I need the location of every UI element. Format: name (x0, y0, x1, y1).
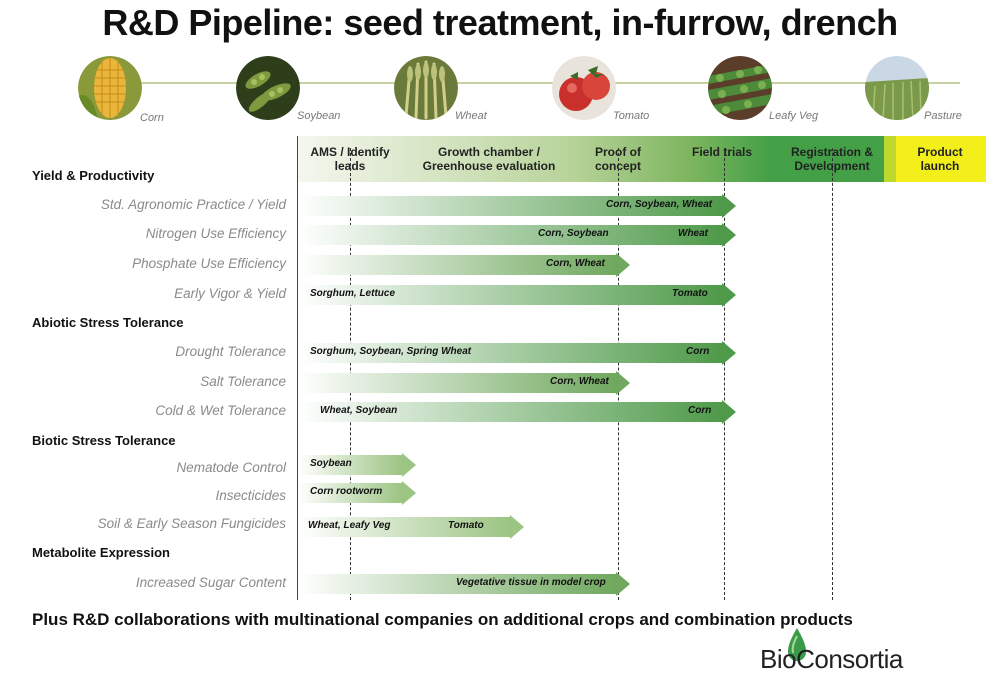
tomato-icon (552, 56, 616, 120)
bar-crop-text: Tomato (672, 288, 708, 299)
crop-label-corn: Corn (140, 112, 164, 124)
row-label: Nitrogen Use Efficiency (145, 226, 286, 241)
crop-label-soybean: Soybean (297, 110, 341, 122)
bar-crop-text: Corn, Soybean, Wheat (606, 199, 713, 210)
phase-field-label: Field trials (691, 145, 753, 159)
phase-divider (832, 148, 833, 600)
bar-body (298, 225, 722, 245)
crop-label-wheat: Wheat (455, 110, 487, 122)
bar-body (298, 483, 402, 503)
company-logo-text: BioConsortia (760, 644, 903, 674)
row-label: Early Vigor & Yield (174, 286, 286, 301)
corn-icon (78, 56, 142, 120)
phase-divider (724, 148, 725, 600)
bar-crop-text: Sorghum, Lettuce (310, 288, 396, 299)
bar-arrowhead (616, 253, 630, 277)
bar-arrowhead (510, 515, 524, 539)
crop-label-pasture: Pasture (924, 110, 962, 122)
bar-crop-text: Wheat (678, 228, 708, 239)
row-label: Drought Tolerance (175, 344, 286, 359)
bar-arrowhead (402, 481, 416, 505)
wheat-icon (394, 56, 458, 120)
bar-body (298, 373, 616, 393)
row-label: Salt Tolerance (200, 374, 286, 389)
pasture-icon (865, 56, 929, 120)
crop-timeline-line (80, 82, 960, 84)
bar-crop-text: Corn (686, 346, 710, 357)
crop-label-leafy-veg: Leafy Veg (769, 110, 819, 122)
bar-arrowhead (402, 453, 416, 477)
row-label: Soil & Early Season Fungicides (97, 516, 286, 531)
row-label: Cold & Wet Tolerance (155, 403, 286, 418)
bar-arrowhead (722, 194, 736, 218)
bar-crop-text: Corn (688, 405, 712, 416)
bar-arrowhead (722, 283, 736, 307)
bar-body (298, 574, 616, 594)
bar-body (298, 196, 722, 216)
row-label: Nematode Control (176, 460, 286, 475)
row-label: Std. Agronomic Practice / Yield (100, 197, 286, 212)
row-label: Increased Sugar Content (135, 575, 286, 590)
row-label: Insecticides (215, 488, 286, 503)
category-metabolite: Metabolite Expression (32, 545, 170, 560)
droplet-logo-icon (788, 628, 806, 661)
bar-crop-text: Vegetative tissue in model crop (456, 577, 606, 588)
phase-launch-label: Product launch (917, 145, 963, 173)
bar-arrowhead (722, 341, 736, 365)
bar-crop-text: Wheat, Soybean (320, 405, 398, 416)
category-biotic: Biotic Stress Tolerance (32, 433, 176, 448)
bar-crop-text: Corn, Wheat (546, 258, 605, 269)
phase-header-band (298, 136, 986, 182)
bar-arrowhead (722, 223, 736, 247)
bar-arrowhead (722, 400, 736, 424)
soybean-icon (236, 56, 300, 120)
category-yield: Yield & Productivity (32, 168, 155, 183)
bar-crop-text: Corn rootworm (310, 486, 383, 497)
bar-crop-text: Corn, Soybean (538, 228, 609, 239)
bar-body (298, 517, 510, 537)
bar-body (298, 402, 722, 422)
bar-body (298, 343, 722, 363)
page-title: R&D Pipeline: seed treatment, in-furrow,… (102, 2, 898, 43)
bar-crop-text: Soybean (310, 458, 352, 469)
bar-body (298, 455, 402, 475)
row-label: Phosphate Use Efficiency (132, 256, 286, 271)
category-abiotic: Abiotic Stress Tolerance (32, 315, 184, 330)
leafy-veg-icon (708, 56, 772, 120)
pipeline-axis (297, 136, 298, 600)
bar-body (298, 255, 616, 275)
bar-crop-text: Corn, Wheat (550, 376, 609, 387)
bar-crop-text: Wheat, Leafy Veg (308, 520, 391, 531)
bar-crop-text: Tomato (448, 520, 484, 531)
bar-arrowhead (616, 572, 630, 596)
bar-arrowhead (616, 371, 630, 395)
phase-greenhouse-label: Growth chamber / Greenhouse evaluation (422, 145, 556, 173)
bar-crop-text: Sorghum, Soybean, Spring Wheat (310, 346, 472, 357)
crop-label-tomato: Tomato (613, 110, 650, 122)
footer-note: Plus R&D collaborations with multination… (32, 610, 853, 629)
phase-registration-label: Registration & Development (790, 145, 873, 173)
bar-body (298, 285, 722, 305)
